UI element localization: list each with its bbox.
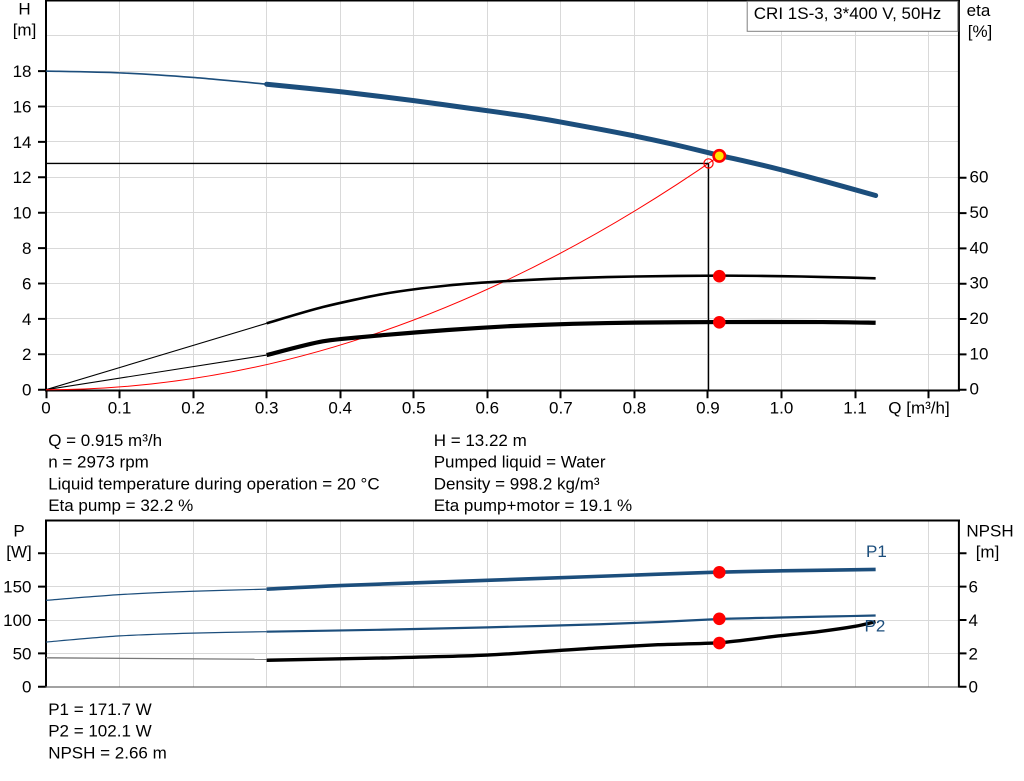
svg-text:30: 30	[970, 274, 989, 293]
svg-text:0.9: 0.9	[696, 398, 720, 417]
svg-text:0.1: 0.1	[108, 398, 132, 417]
svg-text:12: 12	[13, 168, 32, 187]
svg-text:CRI 1S-3, 3*400 V, 50Hz: CRI 1S-3, 3*400 V, 50Hz	[754, 4, 941, 23]
svg-text:[%]: [%]	[968, 22, 993, 41]
svg-text:P2: P2	[865, 617, 886, 636]
svg-text:18: 18	[13, 62, 32, 81]
svg-text:1.1: 1.1	[843, 398, 867, 417]
svg-text:40: 40	[970, 238, 989, 257]
svg-text:14: 14	[13, 133, 32, 152]
svg-text:NPSH = 2.66 m: NPSH = 2.66 m	[48, 743, 167, 762]
svg-text:P1: P1	[866, 542, 887, 561]
svg-text:4: 4	[22, 310, 31, 329]
svg-text:6: 6	[22, 274, 31, 293]
svg-text:0: 0	[41, 398, 50, 417]
svg-text:H = 13.22 m: H = 13.22 m	[434, 431, 527, 450]
svg-text:0: 0	[969, 678, 978, 697]
svg-text:50: 50	[13, 644, 32, 663]
svg-text:60: 60	[970, 168, 989, 187]
svg-text:2: 2	[22, 345, 31, 364]
svg-text:[m]: [m]	[13, 20, 37, 39]
svg-text:Pumped liquid = Water: Pumped liquid = Water	[434, 453, 606, 472]
svg-text:P1 = 171.7 W: P1 = 171.7 W	[48, 700, 151, 719]
svg-text:[m]: [m]	[976, 542, 1000, 561]
svg-text:[W]: [W]	[6, 542, 32, 561]
svg-text:eta: eta	[967, 1, 991, 20]
svg-text:4: 4	[969, 611, 978, 630]
svg-text:Eta pump+motor = 19.1 %: Eta pump+motor = 19.1 %	[434, 496, 632, 515]
svg-text:Density = 998.2 kg/m³: Density = 998.2 kg/m³	[434, 474, 600, 493]
svg-text:0: 0	[22, 381, 31, 400]
svg-text:2: 2	[969, 644, 978, 663]
svg-text:P2 = 102.1 W: P2 = 102.1 W	[48, 722, 151, 741]
svg-text:0.3: 0.3	[255, 398, 279, 417]
svg-text:0: 0	[22, 678, 31, 697]
svg-text:P: P	[13, 521, 24, 540]
svg-text:10: 10	[13, 204, 32, 223]
svg-text:0.8: 0.8	[623, 398, 647, 417]
svg-text:1.0: 1.0	[770, 398, 794, 417]
svg-text:20: 20	[970, 309, 989, 328]
svg-text:0.6: 0.6	[475, 398, 499, 417]
svg-text:0: 0	[970, 380, 979, 399]
svg-text:0.4: 0.4	[328, 398, 352, 417]
svg-text:NPSH: NPSH	[966, 521, 1013, 540]
svg-text:0.2: 0.2	[181, 398, 205, 417]
svg-text:H: H	[18, 0, 30, 18]
svg-text:Q = 0.915 m³/h: Q = 0.915 m³/h	[48, 431, 162, 450]
svg-text:16: 16	[13, 97, 32, 116]
svg-text:n = 2973 rpm: n = 2973 rpm	[48, 453, 149, 472]
svg-text:0.5: 0.5	[402, 398, 426, 417]
svg-text:50: 50	[970, 203, 989, 222]
svg-text:6: 6	[969, 578, 978, 597]
svg-text:8: 8	[22, 239, 31, 258]
svg-text:Q [m³/h]: Q [m³/h]	[888, 398, 949, 417]
svg-text:0.7: 0.7	[549, 398, 573, 417]
svg-text:100: 100	[3, 611, 31, 630]
svg-text:Liquid temperature during oper: Liquid temperature during operation = 20…	[48, 474, 379, 493]
svg-text:Eta pump = 32.2 %: Eta pump = 32.2 %	[48, 496, 193, 515]
svg-text:150: 150	[3, 578, 31, 597]
svg-text:10: 10	[970, 344, 989, 363]
